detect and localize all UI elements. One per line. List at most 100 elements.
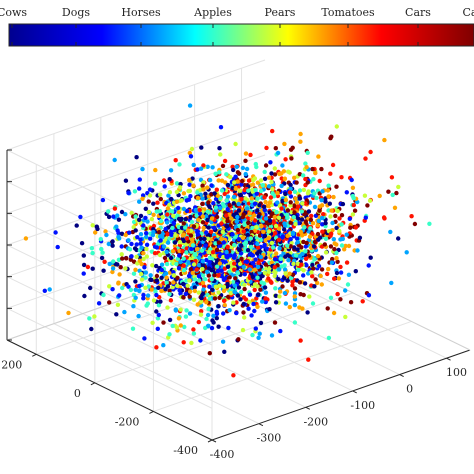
scatter-point [156, 312, 161, 318]
scatter-point [228, 244, 234, 250]
scatter-point [282, 221, 287, 226]
scatter-point [247, 267, 252, 272]
scatter-point [66, 310, 71, 316]
scatter-point [330, 256, 335, 262]
scatter-point [180, 233, 185, 238]
scatter-point [138, 213, 144, 219]
scatter-point [305, 310, 310, 315]
scatter-point [234, 219, 239, 224]
scatter-point [107, 261, 112, 267]
scatter-point [300, 201, 305, 206]
scatter-point [309, 270, 314, 275]
scatter-point [262, 176, 268, 181]
scatter-point [154, 345, 159, 350]
scatter-point [253, 326, 258, 331]
scatter-point [316, 154, 321, 159]
scatter-point [220, 229, 225, 235]
scatter-point [262, 169, 267, 175]
scatter-point [272, 214, 277, 220]
scatter-point [270, 191, 275, 196]
scatter-point [193, 207, 199, 213]
scatter-point [164, 249, 169, 255]
scatter-point [137, 199, 142, 204]
scatter-point [194, 213, 199, 218]
scatter-point [200, 201, 205, 207]
scatter-point [251, 301, 256, 307]
scatter-point [181, 281, 186, 287]
scatter-point [427, 221, 432, 226]
scatter-point [168, 255, 174, 261]
scatter-point [242, 222, 247, 227]
scatter-point [261, 229, 266, 234]
scatter-point [233, 174, 238, 179]
scatter-point [110, 287, 115, 292]
scatter-point [216, 178, 221, 183]
scatter-point [366, 293, 372, 298]
scatter-point [116, 217, 122, 222]
scatter-point [304, 240, 309, 246]
scatter-point [193, 277, 198, 282]
scatter-point [232, 289, 237, 295]
scatter-point [348, 225, 353, 230]
scatter-point [87, 316, 92, 321]
scatter-point [273, 146, 278, 151]
scatter-point [221, 240, 226, 245]
scatter-point [178, 259, 183, 265]
scatter-point [189, 340, 194, 346]
scatter-point [297, 253, 303, 259]
scatter-point [287, 170, 292, 175]
scatter-point [191, 262, 197, 267]
scatter-point [272, 273, 277, 279]
scatter-point [187, 177, 192, 183]
scatter-point [348, 300, 354, 305]
scatter-point [258, 254, 264, 260]
scatter-point [200, 262, 205, 267]
scatter-point [181, 267, 187, 273]
scatter-point [334, 256, 339, 261]
scatter-point [156, 285, 161, 290]
scatter-point [198, 166, 204, 171]
scatter-point [195, 302, 200, 307]
scatter-point [202, 277, 208, 282]
scatter-point [137, 177, 142, 182]
colorbar-label-pears: Pears [265, 6, 296, 19]
scatter-point [222, 349, 227, 354]
scatter-point [297, 280, 303, 285]
scatter-point [249, 244, 254, 250]
scatter-point [206, 323, 211, 328]
scatter-point [99, 255, 105, 261]
scatter-point [228, 291, 234, 296]
scatter-point [280, 284, 285, 289]
scatter-point [141, 223, 146, 228]
scatter-point [191, 327, 196, 332]
scatter-point [106, 214, 112, 220]
scatter-point [169, 196, 174, 202]
scatter-point [177, 162, 182, 167]
scatter-point [299, 233, 305, 238]
scatter-point [195, 230, 200, 235]
scatter-point [143, 270, 148, 275]
scatter-point [102, 259, 107, 264]
grid-line [6, 276, 213, 378]
scatter-point [166, 193, 171, 198]
scatter-point [114, 224, 119, 229]
scatter-point [23, 236, 29, 241]
scatter-point [269, 179, 274, 185]
scatter-point [274, 251, 279, 256]
scatter-point [255, 241, 260, 247]
scatter-point [396, 236, 401, 241]
scatter-point [243, 171, 248, 177]
scatter-point [159, 275, 164, 280]
scatter-point [218, 125, 224, 130]
scatter-point [251, 177, 256, 183]
scatter-point [249, 271, 254, 276]
grid-line [147, 290, 353, 392]
scatter-point [151, 201, 156, 206]
scatter-point [277, 267, 282, 272]
scatter-point [191, 297, 197, 302]
scatter-point [263, 290, 269, 295]
scatter-point [353, 269, 358, 274]
scatter-point [235, 179, 240, 184]
scatter-point [253, 187, 258, 193]
